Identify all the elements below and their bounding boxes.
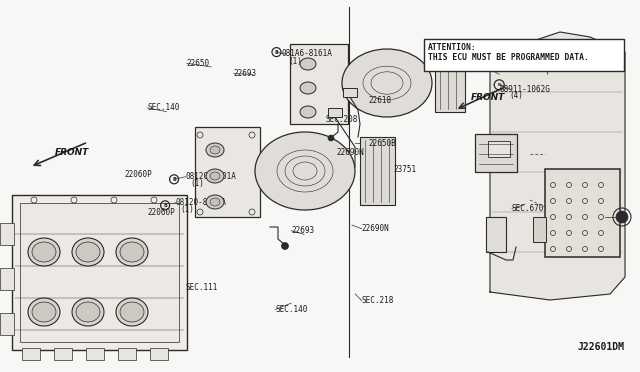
Text: ATTENTION:
THIS ECU MUST BE PROGRAMMED DATA.: ATTENTION: THIS ECU MUST BE PROGRAMMED D… xyxy=(428,43,589,62)
Ellipse shape xyxy=(116,298,148,326)
Bar xyxy=(343,88,357,97)
Text: (1): (1) xyxy=(288,57,302,66)
Ellipse shape xyxy=(210,146,220,154)
Ellipse shape xyxy=(300,82,316,94)
Ellipse shape xyxy=(342,49,432,117)
Bar xyxy=(435,54,465,112)
Text: J22601DM: J22601DM xyxy=(577,341,624,352)
Text: 22693: 22693 xyxy=(291,226,314,235)
Text: (1): (1) xyxy=(191,179,205,188)
Text: 08120-8301A: 08120-8301A xyxy=(176,198,227,207)
Circle shape xyxy=(328,135,334,141)
Text: 22618: 22618 xyxy=(368,96,391,105)
Ellipse shape xyxy=(120,302,144,322)
Text: B: B xyxy=(275,49,278,55)
Bar xyxy=(195,127,260,217)
Text: B: B xyxy=(172,177,176,182)
Text: 08911-1062G: 08911-1062G xyxy=(499,85,550,94)
Ellipse shape xyxy=(72,298,104,326)
Ellipse shape xyxy=(120,242,144,262)
Bar xyxy=(20,203,179,342)
Ellipse shape xyxy=(116,238,148,266)
Text: 23701: 23701 xyxy=(547,62,570,71)
Text: (4): (4) xyxy=(509,92,524,100)
Text: B: B xyxy=(163,203,167,208)
Bar xyxy=(86,348,104,360)
Text: N: N xyxy=(497,83,501,87)
Text: 22650: 22650 xyxy=(187,59,210,68)
Text: 081A6-8161A: 081A6-8161A xyxy=(282,49,332,58)
Ellipse shape xyxy=(206,169,224,183)
Text: (1): (1) xyxy=(180,205,195,214)
Bar xyxy=(54,348,72,360)
Ellipse shape xyxy=(32,302,56,322)
Bar xyxy=(0,268,14,290)
Bar xyxy=(328,108,342,117)
Bar xyxy=(22,348,40,360)
Text: SEC.111: SEC.111 xyxy=(186,283,218,292)
Bar xyxy=(0,313,14,335)
Ellipse shape xyxy=(206,195,224,209)
Ellipse shape xyxy=(300,58,316,70)
Text: FRONT: FRONT xyxy=(471,93,505,102)
Text: 22060P: 22060P xyxy=(125,170,152,179)
Text: SEC.208: SEC.208 xyxy=(325,115,358,124)
Text: 22693: 22693 xyxy=(234,69,257,78)
Text: 23751: 23751 xyxy=(394,165,417,174)
Bar xyxy=(533,217,546,242)
Text: 22650B: 22650B xyxy=(368,139,396,148)
Text: SEC.140: SEC.140 xyxy=(147,103,180,112)
Ellipse shape xyxy=(206,143,224,157)
Bar xyxy=(150,348,168,360)
Bar xyxy=(545,169,620,257)
Text: 22060P: 22060P xyxy=(147,208,175,217)
Ellipse shape xyxy=(76,302,100,322)
Text: SEC.218: SEC.218 xyxy=(362,296,394,305)
Ellipse shape xyxy=(210,198,220,206)
Text: 22690N: 22690N xyxy=(336,148,364,157)
Text: SEC.140: SEC.140 xyxy=(275,305,308,314)
Bar xyxy=(475,134,517,172)
Circle shape xyxy=(616,211,628,223)
Circle shape xyxy=(282,243,289,250)
Ellipse shape xyxy=(300,106,316,118)
Bar xyxy=(424,39,624,71)
Text: FRONT: FRONT xyxy=(55,148,89,157)
Ellipse shape xyxy=(210,172,220,180)
Bar xyxy=(12,195,187,350)
Bar xyxy=(0,223,14,245)
Text: 22690N: 22690N xyxy=(362,224,389,233)
Polygon shape xyxy=(490,32,625,300)
Text: 22611N: 22611N xyxy=(486,62,514,71)
Bar xyxy=(118,348,136,360)
Bar xyxy=(488,141,510,157)
Bar xyxy=(290,44,348,124)
Ellipse shape xyxy=(32,242,56,262)
Text: SEC.670: SEC.670 xyxy=(512,204,545,213)
Ellipse shape xyxy=(72,238,104,266)
Text: 08120-8301A: 08120-8301A xyxy=(186,172,236,181)
Ellipse shape xyxy=(255,132,355,210)
Ellipse shape xyxy=(76,242,100,262)
Bar xyxy=(486,217,506,252)
Bar xyxy=(360,137,395,205)
Ellipse shape xyxy=(28,298,60,326)
Ellipse shape xyxy=(28,238,60,266)
